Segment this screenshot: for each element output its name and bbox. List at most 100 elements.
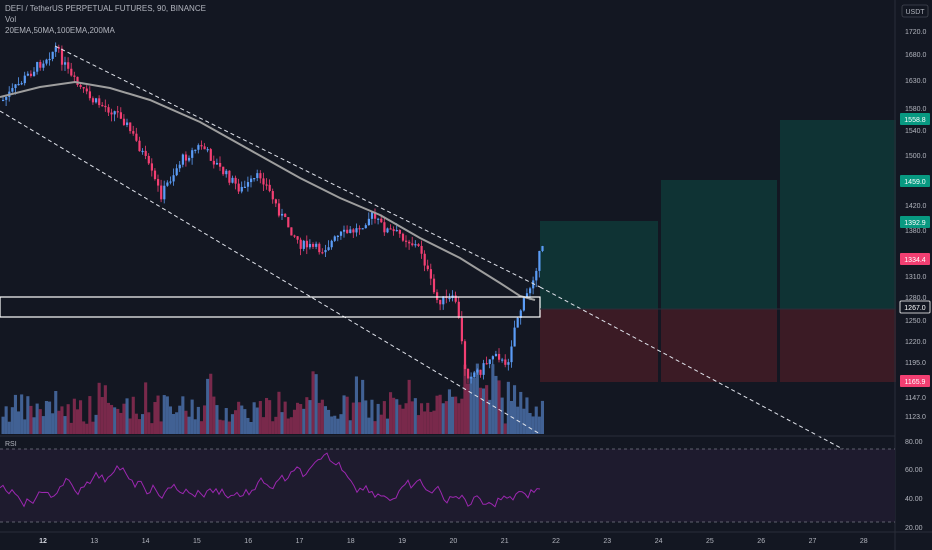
candle-body [417, 244, 420, 246]
volume-bar [404, 403, 408, 434]
volume-bar [407, 379, 411, 434]
rsi-tick: 40.00 [905, 496, 923, 503]
candle-body [225, 170, 228, 175]
candle-body [541, 246, 544, 251]
volume-bar [435, 395, 439, 434]
volume-bar [503, 423, 507, 434]
volume-bar [317, 402, 321, 434]
candle-body [494, 353, 498, 357]
rsi-tick: 60.00 [905, 467, 923, 474]
price-tick: 1580.0 [905, 106, 927, 113]
candle-body [184, 154, 188, 161]
rsi-band-fill [0, 449, 895, 522]
volume-bar [162, 395, 166, 434]
candle-body [228, 170, 231, 183]
volume-bar [395, 399, 399, 434]
candle-body [129, 122, 132, 132]
candle-body [14, 84, 17, 89]
volume-bar [187, 416, 191, 434]
volume-bar [401, 408, 405, 434]
candle-body [45, 59, 48, 64]
candle-body [308, 243, 312, 248]
volume-bar [379, 414, 383, 434]
candle-body [250, 178, 253, 183]
candle-body [463, 341, 467, 370]
candle-body [48, 58, 51, 61]
volume-bar [348, 420, 352, 434]
volume-bar [491, 364, 495, 434]
volume-bar [478, 387, 482, 434]
volume-bar [165, 396, 169, 434]
volume-bar [113, 407, 117, 434]
candle-body [153, 170, 157, 180]
volume-bar [488, 399, 492, 434]
candle-body [33, 71, 36, 76]
volume-bar [69, 422, 73, 434]
volume-bar [175, 412, 179, 434]
volume-bar [454, 396, 458, 434]
volume-bar [302, 408, 306, 434]
candle-body [166, 182, 169, 186]
volume-bar [125, 398, 129, 434]
moving-average-line [0, 80, 536, 301]
volume-bar [38, 409, 42, 434]
volume-bar [485, 385, 489, 434]
time-tick: 23 [603, 538, 611, 545]
currency-badge[interactable] [901, 4, 929, 18]
volume-bar [100, 397, 104, 434]
volume-bar [345, 396, 349, 434]
candle-body [411, 243, 414, 246]
time-tick: 21 [501, 538, 509, 545]
volume-bar [134, 413, 138, 434]
candle-body [315, 243, 318, 247]
candle-body [361, 228, 364, 230]
price-flag-label: 1459.0 [904, 179, 926, 186]
candle-body [321, 252, 324, 254]
volume-bar [410, 401, 414, 434]
time-tick: 18 [347, 538, 355, 545]
candle-body [479, 369, 482, 375]
candle-body [367, 218, 370, 226]
volume-bar [1, 416, 5, 434]
candle-body [532, 280, 535, 289]
candle-body [327, 247, 330, 251]
candle-body [194, 149, 197, 151]
volume-bar [168, 406, 172, 434]
volume-bar [110, 404, 114, 434]
time-axis[interactable]: 12 13 14 15 16 17 18 19 20 21 22 23 24 25 26 27 28 [39, 538, 868, 545]
candle-body [333, 236, 336, 241]
price-flag-bg [900, 216, 930, 228]
candle-body [82, 87, 85, 89]
candle-body [265, 184, 268, 186]
volume-bar [4, 406, 8, 434]
stop-zone-3 [780, 309, 896, 382]
candle-body [380, 218, 383, 223]
candle-body [401, 233, 405, 241]
volume-indicator-label: Vol [5, 15, 17, 24]
candle-body [116, 111, 119, 113]
volume-bar [286, 418, 290, 434]
candle-body [79, 84, 82, 88]
volume-bar [305, 397, 309, 434]
candle-body [343, 229, 346, 232]
price-tick: 1147.0 [905, 395, 926, 402]
volume-bar [423, 411, 427, 434]
price-tick: 1680.0 [905, 52, 927, 59]
price-flag-bg [899, 300, 931, 314]
candle-body [259, 173, 262, 179]
volume-bar [441, 403, 445, 434]
volume-bar [531, 416, 535, 434]
volume-bar [457, 403, 461, 434]
candle-body [219, 162, 222, 167]
candle-body [138, 140, 141, 152]
candle-body [157, 179, 160, 186]
candle-body [135, 133, 138, 141]
volume-bar [429, 411, 433, 434]
volume-bar [54, 390, 58, 434]
time-tick: 15 [193, 538, 201, 545]
candle-body [504, 359, 507, 365]
candle-body [246, 182, 250, 187]
candle-body [2, 99, 5, 102]
candle-body [91, 98, 95, 103]
